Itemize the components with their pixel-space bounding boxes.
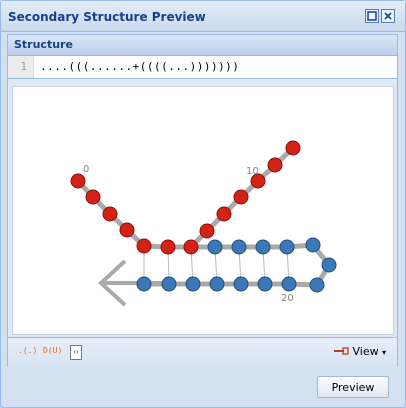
structure-panel-title: Structure [14, 38, 73, 51]
structure-graph: 0 10 20 [70, 140, 337, 307]
position-label-0: 0 [83, 164, 89, 175]
unpaired-nodes [70, 140, 301, 255]
window-titlebar[interactable]: Secondary Structure Preview [1, 1, 405, 32]
line-number: 1 [20, 60, 27, 73]
view-label: View [352, 345, 379, 358]
close-icon[interactable] [381, 9, 395, 23]
paired-nodes [136, 237, 337, 293]
structure-text[interactable]: ....(((......+((((...))))))) [40, 60, 240, 73]
structure-viewer[interactable]: 0 10 20 [12, 86, 394, 335]
line-gutter: 1 [8, 56, 34, 78]
position-label-10: 10 [246, 166, 259, 177]
position-label-20: 20 [281, 293, 294, 304]
view-menu-button[interactable]: View ▾ [333, 345, 386, 361]
dotbracket-format-button[interactable]: .(.) [18, 346, 38, 355]
structure-panel-header: Structure [8, 35, 397, 56]
dbn-format-button[interactable]: D(U) [43, 346, 63, 355]
viewer-toolbar: .(.) D(U) ‹› View ▾ [8, 337, 397, 368]
maximize-icon[interactable] [365, 9, 379, 23]
chevron-down-icon: ▾ [382, 348, 387, 357]
source-doc-icon[interactable]: ‹› [70, 345, 82, 360]
window-title: Secondary Structure Preview [8, 10, 206, 24]
structure-panel: Structure 1 ....(((......+((((...))))))) [7, 34, 398, 368]
view-settings-icon [333, 346, 349, 359]
structure-editor[interactable]: 1 ....(((......+((((...))))))) [8, 56, 397, 79]
preview-button[interactable]: Preview [317, 376, 389, 398]
